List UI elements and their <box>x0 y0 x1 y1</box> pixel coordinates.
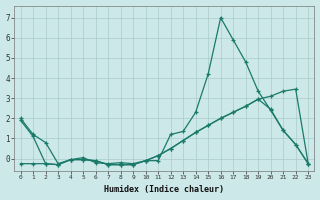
X-axis label: Humidex (Indice chaleur): Humidex (Indice chaleur) <box>104 185 224 194</box>
